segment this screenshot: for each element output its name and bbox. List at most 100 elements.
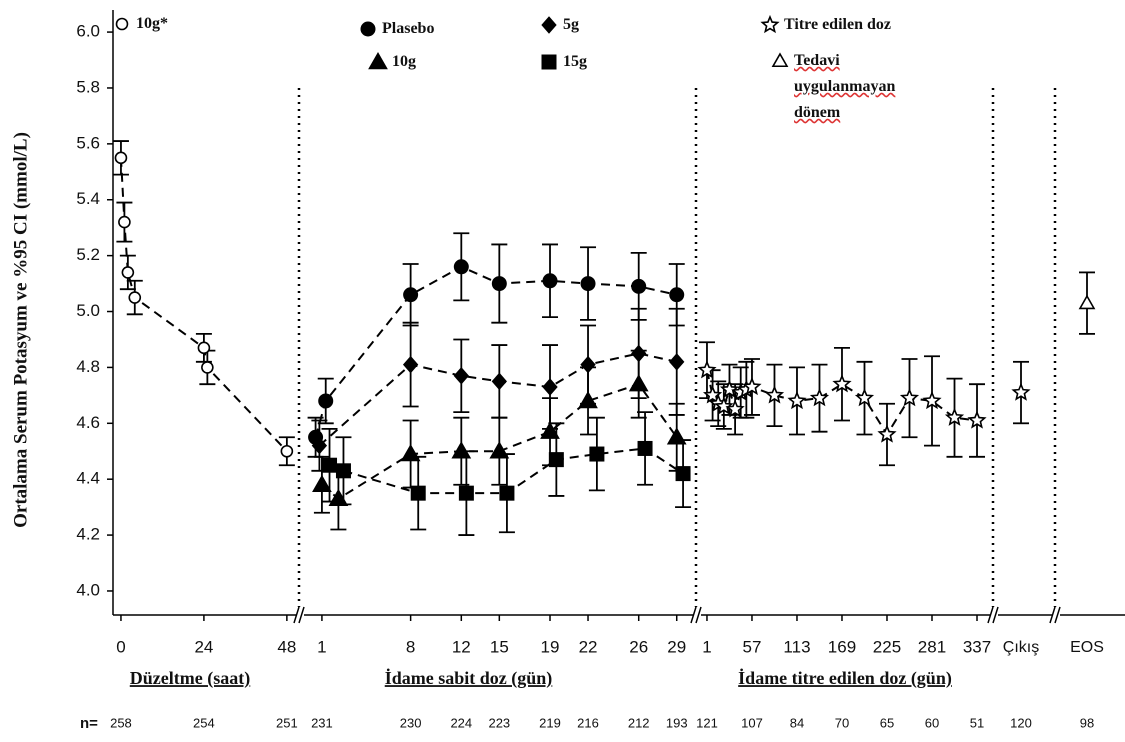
marker <box>197 341 211 355</box>
marker <box>118 215 131 229</box>
marker <box>542 378 558 396</box>
marker <box>854 388 875 407</box>
marker <box>540 421 560 439</box>
axis-break <box>1054 606 1061 624</box>
x-tick-label: 57 <box>743 637 762 656</box>
marker <box>499 485 515 501</box>
n-count: 84 <box>790 715 804 730</box>
n-label: n= <box>80 715 98 732</box>
n-count: 65 <box>880 715 894 730</box>
x-tick-label: 0 <box>116 637 125 656</box>
y-tick-label: 6.0 <box>76 22 100 41</box>
marker <box>312 474 332 493</box>
marker <box>322 457 338 473</box>
marker <box>402 355 419 374</box>
y-tick-label: 5.8 <box>76 77 100 96</box>
marker <box>451 441 472 459</box>
axis-break <box>987 606 994 624</box>
y-tick-label: 5.6 <box>76 133 100 152</box>
marker <box>403 287 419 303</box>
marker <box>121 266 135 279</box>
x-tick-label: 48 <box>277 637 296 656</box>
marker <box>410 485 426 501</box>
y-tick-label: 5.4 <box>76 189 100 208</box>
marker <box>697 360 717 379</box>
x-tick-label: 1 <box>702 637 711 656</box>
marker <box>453 367 469 385</box>
legend-label: 10g <box>392 53 416 70</box>
marker <box>114 151 128 165</box>
x-tick-label: 169 <box>828 637 856 656</box>
axis-break <box>695 606 702 624</box>
x-tick-label: 281 <box>918 637 946 656</box>
marker <box>453 259 469 275</box>
n-count: 98 <box>1080 715 1094 730</box>
marker <box>719 379 740 398</box>
marker <box>542 273 558 289</box>
marker <box>832 374 852 393</box>
y-tick-label: 4.8 <box>76 357 100 376</box>
y-tick-label: 4.2 <box>76 525 100 544</box>
n-count: 258 <box>110 715 132 730</box>
n-count: 230 <box>400 715 422 730</box>
n-count: 223 <box>488 715 510 730</box>
x-tick-label: 225 <box>873 637 901 656</box>
marker <box>787 390 807 410</box>
marker <box>922 390 942 410</box>
marker <box>877 424 897 443</box>
n-count: 219 <box>539 715 561 730</box>
legend-marker <box>368 51 388 70</box>
marker <box>128 291 142 304</box>
axis-break-gap <box>693 607 701 623</box>
y-tick-label: 5.2 <box>76 245 100 264</box>
axis-break <box>1049 606 1056 624</box>
n-count: 60 <box>925 715 939 730</box>
marker <box>725 399 745 418</box>
series-line <box>318 352 677 447</box>
x-axis-label: İdame titre edilen doz (gün) <box>738 668 952 689</box>
x-tick-label: 24 <box>194 637 213 656</box>
marker <box>201 361 214 374</box>
legend-marker <box>760 14 780 34</box>
marker <box>669 353 685 371</box>
axis-break <box>690 606 697 624</box>
n-count: 216 <box>577 715 599 730</box>
x-tick-label: 29 <box>667 637 686 656</box>
marker <box>280 444 294 458</box>
x-tick-label: EOS <box>1070 639 1104 656</box>
marker <box>637 440 653 456</box>
x-tick-label: 19 <box>541 637 560 656</box>
marker <box>589 446 605 462</box>
marker <box>967 410 987 429</box>
marker <box>491 276 507 292</box>
marker <box>311 436 328 455</box>
n-count: 193 <box>666 715 688 730</box>
marker <box>675 466 691 482</box>
n-count: 254 <box>193 715 215 730</box>
x-tick-label: 15 <box>490 637 509 656</box>
y-tick-label: 4.6 <box>76 413 100 432</box>
n-count: 51 <box>970 715 984 730</box>
legend-label: Plasebo <box>382 20 435 37</box>
series-line <box>119 157 288 452</box>
y-tick-label: 4.4 <box>76 469 100 488</box>
marker <box>809 388 830 407</box>
x-tick-label: 22 <box>579 637 598 656</box>
marker <box>899 388 920 407</box>
legend-marker <box>360 21 376 37</box>
n-count: 70 <box>835 715 849 730</box>
n-count: 120 <box>1010 715 1032 730</box>
marker <box>458 485 474 501</box>
marker <box>318 393 334 409</box>
legend-marker <box>541 54 557 70</box>
x-tick-label: 8 <box>406 637 415 656</box>
axis-break <box>293 606 300 624</box>
x-tick-label: 26 <box>629 637 648 656</box>
marker <box>335 463 351 479</box>
marker <box>489 441 510 459</box>
x-tick-label: Çıkış <box>1003 639 1039 656</box>
marker <box>714 396 734 415</box>
y-tick-label: 5.0 <box>76 301 100 320</box>
